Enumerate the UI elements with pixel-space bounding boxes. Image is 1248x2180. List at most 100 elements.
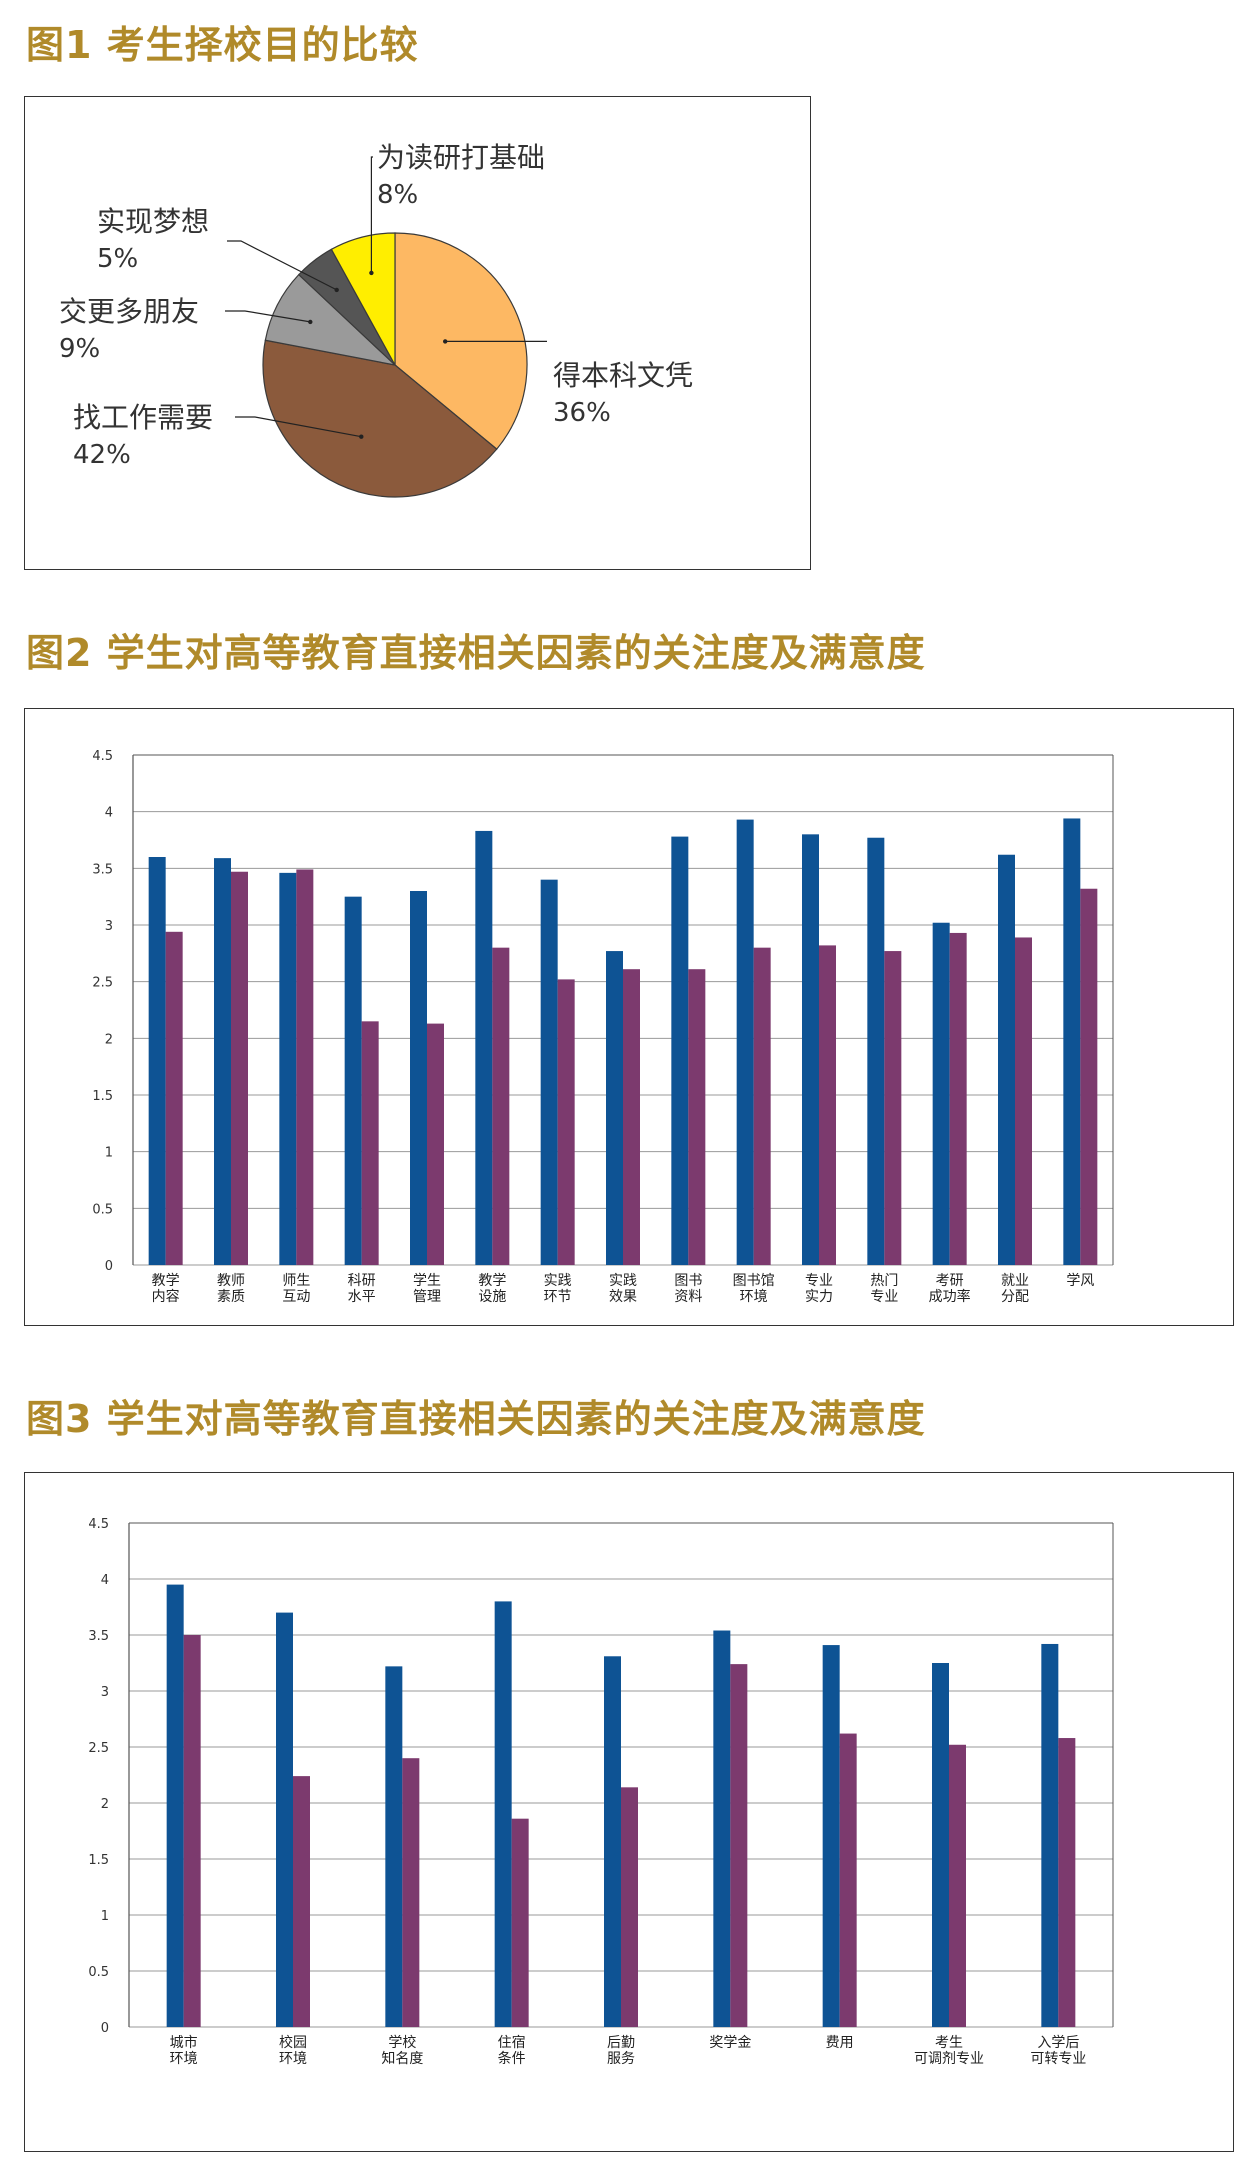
bar-attention — [998, 854, 1015, 1265]
pie-slice-label: 得本科文凭 — [553, 359, 693, 392]
x-tick-label-line: 效果 — [609, 1289, 637, 1305]
x-tick-label-line: 图书 — [674, 1273, 702, 1289]
bar-chart-2-frame: 0 0.5 1 1.5 2 2.5 3 3.5 4 4.5 教学内容 教师素质 师生互动 科研水平 学生管理… — [24, 708, 1234, 1326]
x-tick-label-line: 条件 — [498, 2050, 526, 2067]
x-tick-label-line: 热门 — [870, 1273, 898, 1289]
bar-satisfaction — [557, 979, 575, 1265]
bar-attention — [214, 858, 231, 1265]
bar-attention — [736, 819, 754, 1265]
x-tick-label-line: 就业 — [1001, 1273, 1029, 1289]
y-tick-label: 4 — [101, 1573, 109, 1588]
x-tick-label-line: 学生 — [413, 1273, 441, 1289]
y-tick-label: 3.5 — [92, 862, 113, 877]
x-tick-label: 教学内容 — [152, 1273, 180, 1305]
x-tick-label: 城市环境 — [170, 2034, 198, 2067]
bar-satisfaction — [165, 931, 183, 1265]
x-tick-label-line: 图书馆 — [733, 1273, 775, 1289]
bar-attention — [606, 951, 623, 1265]
pie-slice-label: 找工作需要 — [73, 401, 213, 434]
pie-slice-percent: 8% — [377, 180, 418, 210]
y-tick-label: 1 — [101, 1909, 109, 1924]
bar-attention — [410, 891, 427, 1265]
x-tick-label-line: 考研 — [936, 1273, 964, 1289]
x-tick-label: 奖学金 — [709, 2034, 751, 2051]
x-tick-label-line: 环节 — [544, 1289, 572, 1305]
x-tick-label-line: 实践 — [609, 1273, 637, 1289]
bar-satisfaction — [427, 1023, 444, 1265]
x-tick-label: 教师素质 — [217, 1273, 245, 1305]
x-tick-label-line: 分配 — [1001, 1289, 1029, 1305]
x-tick-label: 校园环境 — [279, 2034, 307, 2067]
y-tick-label: 1.5 — [92, 1089, 113, 1104]
x-tick-label-line: 专业 — [805, 1273, 833, 1289]
y-tick-label: 0.5 — [88, 1965, 109, 1980]
bar-attention — [279, 872, 297, 1265]
x-tick-label-line: 奖学金 — [709, 2034, 751, 2051]
pie-slice-percent: 42% — [73, 440, 131, 470]
bar-attention — [822, 1645, 840, 2027]
bar-satisfaction — [819, 945, 836, 1265]
bar-attention — [604, 1656, 621, 2027]
bar-chart-3-frame: 0 0.5 1 1.5 2 2.5 3 3.5 4 4.5 城市环境 校园环境 学校知名度 住宿条件 后勤服… — [24, 1472, 1234, 2152]
y-tick-label: 2 — [101, 1797, 109, 1812]
x-tick-label: 实践效果 — [609, 1273, 637, 1305]
bar-satisfaction — [949, 1744, 966, 2027]
pie-chart-frame: 得本科文凭 36% 找工作需要 42% 交更多朋友 9% 实现梦想 5% 为读研打基础 8% — [24, 96, 811, 570]
y-tick-label: 3.5 — [88, 1629, 109, 1644]
x-tick-label: 科研水平 — [348, 1273, 376, 1305]
x-tick-label: 图书资料 — [674, 1273, 702, 1305]
x-tick-label-line: 环境 — [170, 2051, 198, 2067]
x-tick-label-line: 实力 — [805, 1289, 833, 1305]
x-tick-label-line: 学风 — [1066, 1273, 1094, 1289]
bar-satisfaction — [839, 1733, 857, 2027]
x-tick-label-line: 入学后 — [1037, 2035, 1079, 2051]
bar-attention — [932, 922, 950, 1265]
bar-satisfaction — [1080, 888, 1098, 1265]
pie-slice-label: 交更多朋友 — [59, 295, 199, 328]
pie-leader-line — [227, 240, 337, 291]
x-tick-label: 图书馆环境 — [733, 1273, 775, 1305]
bar-attention — [540, 879, 558, 1265]
x-tick-label-line: 学校 — [388, 2034, 416, 2051]
x-tick-label-line: 科研 — [348, 1273, 376, 1289]
pie-chart: 得本科文凭 36% 找工作需要 42% 交更多朋友 9% 实现梦想 5% 为读研打基础 8% — [59, 141, 693, 498]
x-tick-label-line: 费用 — [826, 2035, 854, 2051]
bar-attention — [276, 1612, 293, 2027]
x-tick-label-line: 考生 — [935, 2035, 963, 2051]
bar-satisfaction — [621, 1787, 638, 2027]
x-tick-label-line: 成功率 — [929, 1288, 971, 1305]
pie-slice-percent: 9% — [59, 334, 100, 364]
x-tick-label-line: 互动 — [282, 1289, 310, 1305]
x-tick-label: 教学设施 — [478, 1273, 506, 1305]
x-tick-label-line: 师生 — [282, 1273, 310, 1289]
y-tick-label: 0.5 — [92, 1202, 113, 1217]
x-tick-label-line: 城市 — [170, 2034, 198, 2051]
x-tick-label: 考研成功率 — [929, 1273, 971, 1305]
bar-attention — [932, 1663, 949, 2027]
x-tick-label: 费用 — [826, 2035, 854, 2051]
x-tick-label-line: 服务 — [607, 2051, 635, 2067]
bar-satisfaction — [753, 947, 771, 1265]
bar-satisfaction — [1058, 1738, 1076, 2027]
pie-leader-line — [235, 416, 362, 438]
x-tick-label-line: 资料 — [674, 1289, 702, 1305]
x-tick-label-line: 设施 — [478, 1289, 506, 1305]
x-tick-label: 后勤服务 — [607, 2035, 635, 2067]
x-tick-label: 住宿条件 — [498, 2034, 526, 2067]
pie-slice — [330, 232, 396, 366]
x-tick-label-line: 教学 — [152, 1273, 180, 1289]
figure-3-title: 图3 学生对高等教育直接相关因素的关注度及满意度 — [26, 1397, 926, 1441]
bar-satisfaction — [1015, 937, 1032, 1265]
x-tick-label-line: 校园 — [279, 2034, 307, 2051]
bar-satisfaction — [492, 947, 510, 1265]
bar-satisfaction — [183, 1635, 201, 2027]
x-tick-label: 热门专业 — [870, 1273, 898, 1305]
bar-attention — [867, 837, 885, 1265]
y-tick-label: 4.5 — [88, 1517, 109, 1532]
bar-attention — [475, 830, 493, 1265]
x-tick-label-line: 教师 — [217, 1273, 245, 1289]
bar-attention — [1041, 1643, 1059, 2027]
bar-satisfaction — [688, 969, 706, 1265]
x-tick-label: 学生管理 — [413, 1273, 441, 1305]
pie-slice-label: 为读研打基础 — [377, 141, 545, 174]
